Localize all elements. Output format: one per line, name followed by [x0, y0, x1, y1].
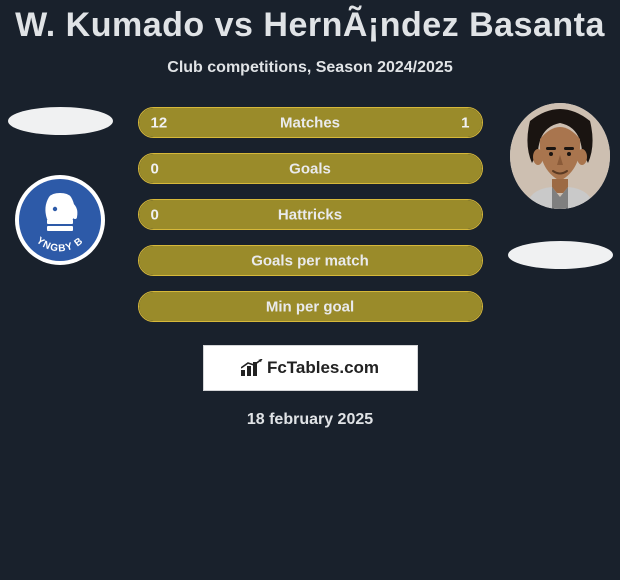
- stats-container: Matches 12 1 Goals 0 Hattricks 0 Goals per matc…: [138, 107, 483, 322]
- stat-label: Min per goal: [266, 298, 354, 315]
- bar-chart-icon: [241, 359, 263, 377]
- stat-row: Matches 12 1: [138, 107, 483, 138]
- stat-row: Min per goal: [138, 291, 483, 322]
- stat-label: Goals: [289, 160, 331, 177]
- stat-label: Hattricks: [278, 206, 342, 223]
- right-player-photo: [510, 103, 610, 209]
- stat-row: Goals per match: [138, 245, 483, 276]
- stat-value-right: 1: [461, 114, 469, 131]
- lyngby-badge-icon: YNGBY B: [19, 179, 101, 261]
- page-subtitle: Club competitions, Season 2024/2025: [0, 59, 620, 77]
- stat-value-left: 0: [151, 206, 159, 223]
- right-player-column: [500, 107, 620, 269]
- stat-fill-right: [406, 108, 481, 137]
- stat-row: Goals 0: [138, 153, 483, 184]
- footer-date: 18 february 2025: [0, 411, 620, 429]
- left-club-badge: YNGBY B: [15, 175, 105, 265]
- left-player-column: YNGBY B: [0, 107, 120, 265]
- branding-text: FcTables.com: [267, 358, 379, 378]
- stat-row: Hattricks 0: [138, 199, 483, 230]
- stat-label: Goals per match: [251, 252, 369, 269]
- stat-label: Matches: [280, 114, 340, 131]
- stat-fill-left: [139, 108, 407, 137]
- left-player-name-placeholder: [8, 107, 113, 135]
- stat-value-left: 0: [151, 160, 159, 177]
- page-title: W. Kumado vs HernÃ¡ndez Basanta: [0, 0, 620, 45]
- comparison-content: YNGBY B: [0, 107, 620, 322]
- stat-value-left: 12: [151, 114, 168, 131]
- player-portrait-icon: [510, 103, 610, 209]
- branding-box: FcTables.com: [203, 345, 418, 391]
- right-club-badge-placeholder: [508, 241, 613, 269]
